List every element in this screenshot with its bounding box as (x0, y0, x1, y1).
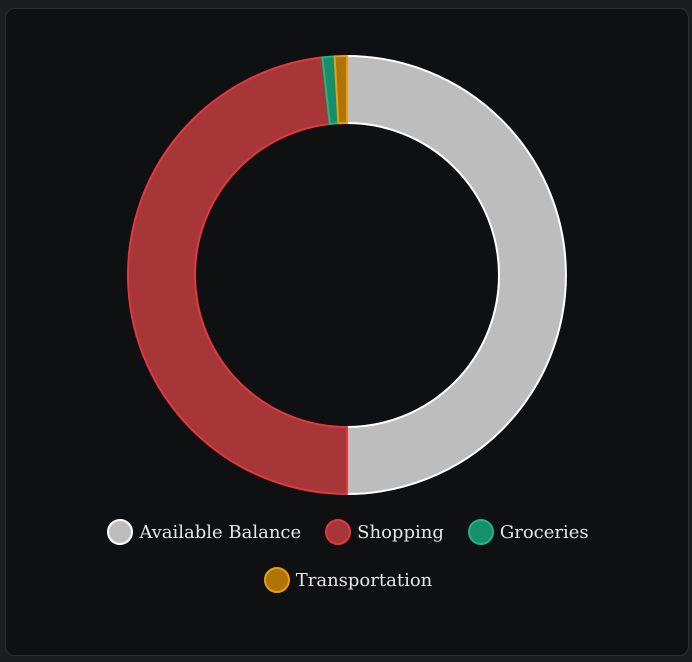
chart-legend: Available Balance Shopping Groceries (6, 519, 690, 545)
legend-item-groceries[interactable]: Groceries (467, 519, 589, 545)
legend-swatch-available-balance (107, 519, 134, 545)
legend-item-shopping[interactable]: Shopping (325, 519, 444, 545)
legend-swatch-shopping (325, 519, 352, 545)
legend-swatch-transportation (263, 567, 290, 593)
legend-label-shopping: Shopping (357, 521, 444, 543)
legend-label-available-balance: Available Balance (139, 521, 302, 543)
legend-item-available-balance[interactable]: Available Balance (107, 519, 301, 545)
legend-swatch-groceries (467, 519, 494, 545)
slice-available-balance[interactable] (346, 55, 567, 495)
doughnut-chart (126, 55, 567, 495)
legend-label-groceries: Groceries (499, 521, 589, 543)
legend-item-transportation[interactable]: Transportation (263, 567, 433, 593)
chart-legend-row-2: Transportation (6, 567, 690, 593)
slice-transportation[interactable] (333, 55, 348, 125)
chart-card: Available Balance Shopping Groceries Tra… (5, 8, 689, 656)
slice-shopping[interactable] (126, 56, 348, 495)
legend-label-transportation: Transportation (295, 569, 433, 591)
